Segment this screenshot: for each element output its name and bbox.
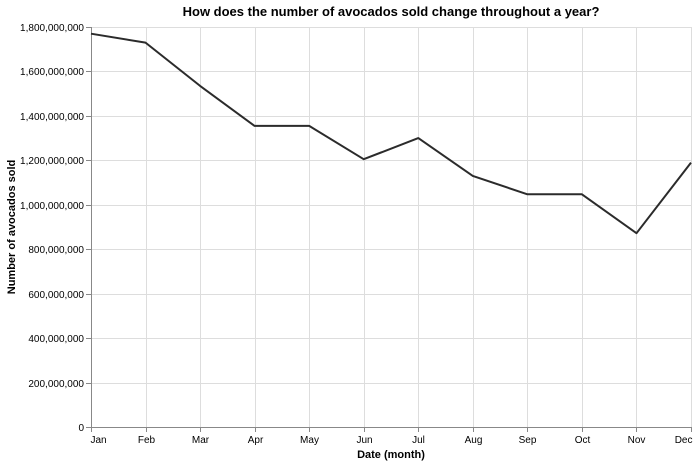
- y-tick-label: 200,000,000: [28, 379, 84, 390]
- x-tick-label: Mar: [192, 435, 210, 446]
- x-tick-label: Jul: [412, 435, 425, 446]
- chart-title: How does the number of avocados sold cha…: [183, 4, 600, 19]
- series: [90, 32, 692, 235]
- x-tick-label: Jun: [356, 435, 372, 446]
- y-tick-label: 400,000,000: [28, 334, 84, 345]
- x-tick-label: Feb: [138, 435, 156, 446]
- x-tick-label: Nov: [628, 435, 646, 446]
- y-tick-label: 1,800,000,000: [20, 23, 84, 34]
- y-tick-label: 0: [78, 423, 84, 434]
- y-tick-label: 1,200,000,000: [20, 156, 84, 167]
- x-tick-label: May: [300, 435, 319, 446]
- y-tick-label: 1,600,000,000: [20, 67, 84, 78]
- x-tick-label: Dec: [675, 435, 693, 446]
- gridlines: [91, 27, 692, 428]
- x-tick-label: Oct: [575, 435, 591, 446]
- axes: 0 200,000,000 400,000,000 600,000,000 800,00…: [20, 23, 692, 446]
- y-tick-label: 1,000,000,000: [20, 201, 84, 212]
- x-tick-label: Sep: [519, 435, 537, 446]
- y-tick-label: 800,000,000: [28, 245, 84, 256]
- y-axis-title: Number of avocados sold: [6, 160, 18, 294]
- y-tick-label: 600,000,000: [28, 290, 84, 301]
- x-tick-label: Apr: [248, 435, 264, 446]
- series-line: [90, 32, 692, 235]
- x-tick-label: Jan: [91, 435, 107, 446]
- x-axis-title: Date (month): [357, 449, 425, 461]
- y-tick-label: 1,400,000,000: [20, 112, 84, 123]
- x-tick-label: Aug: [465, 435, 483, 446]
